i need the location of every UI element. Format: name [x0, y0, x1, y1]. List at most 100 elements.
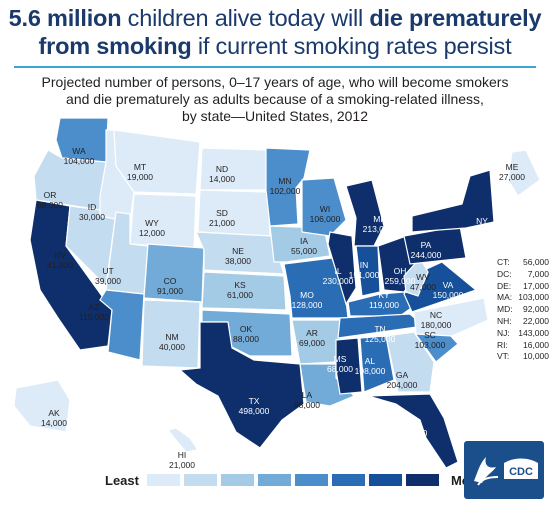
- state-value: 108,000: [354, 366, 386, 376]
- headline-emphasis: die prematurely: [369, 5, 542, 31]
- state-hi: [166, 427, 200, 453]
- state-nc: [413, 297, 489, 337]
- state-abbr: OR: [43, 190, 57, 200]
- legend-swatch-7: [368, 474, 402, 486]
- legend: Least Most: [97, 471, 489, 489]
- state-value: 230,000: [322, 276, 354, 286]
- state-value: 115,000: [78, 312, 110, 322]
- headline-number: 5.6 million: [8, 5, 122, 31]
- state-abbr: SC: [424, 330, 436, 340]
- small-state-value: 17,000: [523, 280, 549, 291]
- subtitle-line-2: and die prematurely as adults because of…: [66, 91, 484, 107]
- legend-swatch-3: [220, 474, 254, 486]
- small-state-abbr: DE:: [497, 280, 512, 291]
- state-value: 128,000: [291, 300, 323, 310]
- state-value: 19,000: [127, 172, 153, 182]
- state-abbr: AZ: [88, 302, 100, 312]
- state-value: 14,000: [209, 174, 235, 184]
- small-state-abbr: NH:: [497, 315, 512, 326]
- state-abbr: HI: [177, 450, 187, 460]
- state-value: 244,000: [410, 250, 442, 260]
- state-value: 441,000: [0, 286, 32, 296]
- legend-swatch-5: [294, 474, 328, 486]
- small-state-value: 92,000: [523, 304, 549, 315]
- cdc-logo: CDC: [464, 441, 544, 499]
- state-label-ny: NY 280,000: [462, 216, 502, 236]
- small-state-abbr: MA:: [497, 292, 513, 303]
- state-abbr: OH: [393, 266, 407, 276]
- state-value: 40,000: [159, 342, 185, 352]
- legend-swatch-2: [183, 474, 217, 486]
- state-value: 55,000: [291, 246, 317, 256]
- divider-rule: [14, 66, 536, 68]
- state-label-wv: WV 47,000: [403, 272, 443, 292]
- small-state-row: MD: 92,000: [497, 304, 549, 316]
- state-label-az: AZ 115,000: [74, 302, 114, 322]
- state-label-me: ME 27,000: [492, 162, 532, 182]
- state-label-ne: NE 38,000: [218, 246, 258, 266]
- headline-line-2: from smoking if current smoking rates pe…: [0, 32, 550, 60]
- state-value: 14,000: [41, 418, 67, 428]
- state-label-sd: SD 21,000: [202, 208, 242, 228]
- state-value: 204,000: [386, 380, 418, 390]
- state-wi: [301, 177, 347, 237]
- state-abbr: WY: [145, 218, 159, 228]
- state-label-ga: GA 204,000: [382, 370, 422, 390]
- state-value: 180,000: [420, 320, 452, 330]
- legend-swatch-4: [257, 474, 291, 486]
- state-label-nd: ND 14,000: [202, 164, 242, 184]
- state-ga: [385, 331, 435, 393]
- state-label-la: LA 98,000: [287, 390, 327, 410]
- state-abbr: AK: [48, 408, 60, 418]
- state-value: 104,000: [63, 156, 95, 166]
- state-mn: [265, 147, 311, 227]
- state-label-il: IL 230,000: [318, 266, 358, 286]
- state-abbr: WI: [319, 204, 331, 214]
- subtitle-line-3: by state—United States, 2012: [182, 108, 368, 124]
- state-label-oh: OH 259,000: [380, 266, 420, 286]
- small-state-value: 10,000: [523, 351, 549, 362]
- state-label-tx: TX 498,000: [234, 396, 274, 416]
- state-label-ia: IA 55,000: [284, 236, 324, 256]
- state-abbr: AR: [306, 328, 318, 338]
- legend-least-label: Least: [105, 472, 139, 488]
- state-ne: [195, 231, 285, 275]
- state-value: 61,000: [227, 290, 253, 300]
- small-state-value: 56,000: [523, 257, 549, 267]
- legend-swatches: [146, 474, 443, 486]
- state-abbr: MS: [333, 354, 347, 364]
- state-value: 38,000: [225, 256, 251, 266]
- state-value: 270,000: [396, 428, 428, 438]
- small-state-abbr: RI:: [497, 339, 508, 350]
- state-abbr: ME: [505, 162, 519, 172]
- state-label-sc: SC 103,000: [410, 330, 450, 350]
- state-label-or: OR 68,000: [30, 190, 70, 210]
- state-value: 21,000: [209, 218, 235, 228]
- state-abbr: VA: [442, 280, 454, 290]
- state-abbr: TN: [374, 324, 386, 334]
- state-value: 47,000: [410, 282, 436, 292]
- state-label-ak: AK 14,000: [34, 408, 74, 428]
- state-label-co: CO 91,000: [150, 276, 190, 296]
- state-label-ms: MS 68,000: [320, 354, 360, 374]
- subtitle: Projected number of persons, 0–17 years …: [0, 74, 550, 125]
- small-state-row: NJ: 143,000: [497, 328, 549, 340]
- legend-swatch-1: [146, 474, 180, 486]
- state-label-fl: FL 270,000: [392, 418, 432, 438]
- state-mt: [113, 129, 201, 195]
- state-abbr: WA: [72, 146, 86, 156]
- state-label-wy: WY 12,000: [132, 218, 172, 238]
- headline: 5.6 million children alive today will di…: [0, 4, 550, 60]
- state-abbr: LA: [301, 390, 313, 400]
- state-abbr: MT: [133, 162, 147, 172]
- small-state-abbr: VT:: [497, 351, 510, 362]
- state-label-id: ID 30,000: [72, 202, 112, 222]
- state-value: 30,000: [79, 212, 105, 222]
- state-abbr: NY: [476, 216, 488, 226]
- state-value: 41,000: [47, 260, 73, 270]
- state-abbr: TX: [248, 396, 260, 406]
- legend-swatch-8: [405, 474, 439, 486]
- state-abbr: MI: [373, 214, 383, 224]
- small-state-row: MA: 103,000: [497, 292, 549, 304]
- state-abbr: NV: [54, 250, 66, 260]
